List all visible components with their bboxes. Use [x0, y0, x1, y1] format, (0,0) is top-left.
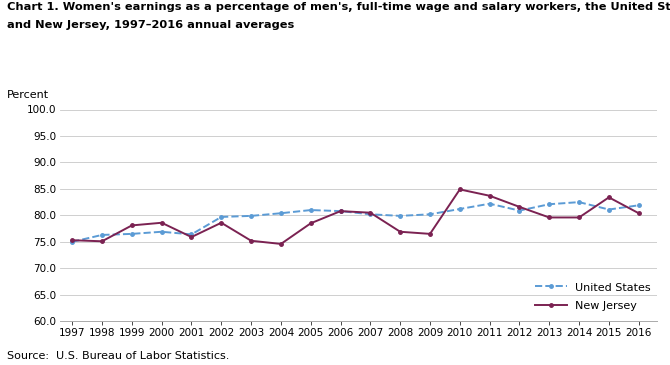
Text: Chart 1. Women's earnings as a percentage of men's, full-time wage and salary wo: Chart 1. Women's earnings as a percentag…	[7, 2, 670, 12]
Text: Percent: Percent	[7, 91, 49, 100]
Text: and New Jersey, 1997–2016 annual averages: and New Jersey, 1997–2016 annual average…	[7, 20, 294, 30]
Legend: United States, New Jersey: United States, New Jersey	[535, 282, 651, 311]
Text: Source:  U.S. Bureau of Labor Statistics.: Source: U.S. Bureau of Labor Statistics.	[7, 351, 229, 361]
